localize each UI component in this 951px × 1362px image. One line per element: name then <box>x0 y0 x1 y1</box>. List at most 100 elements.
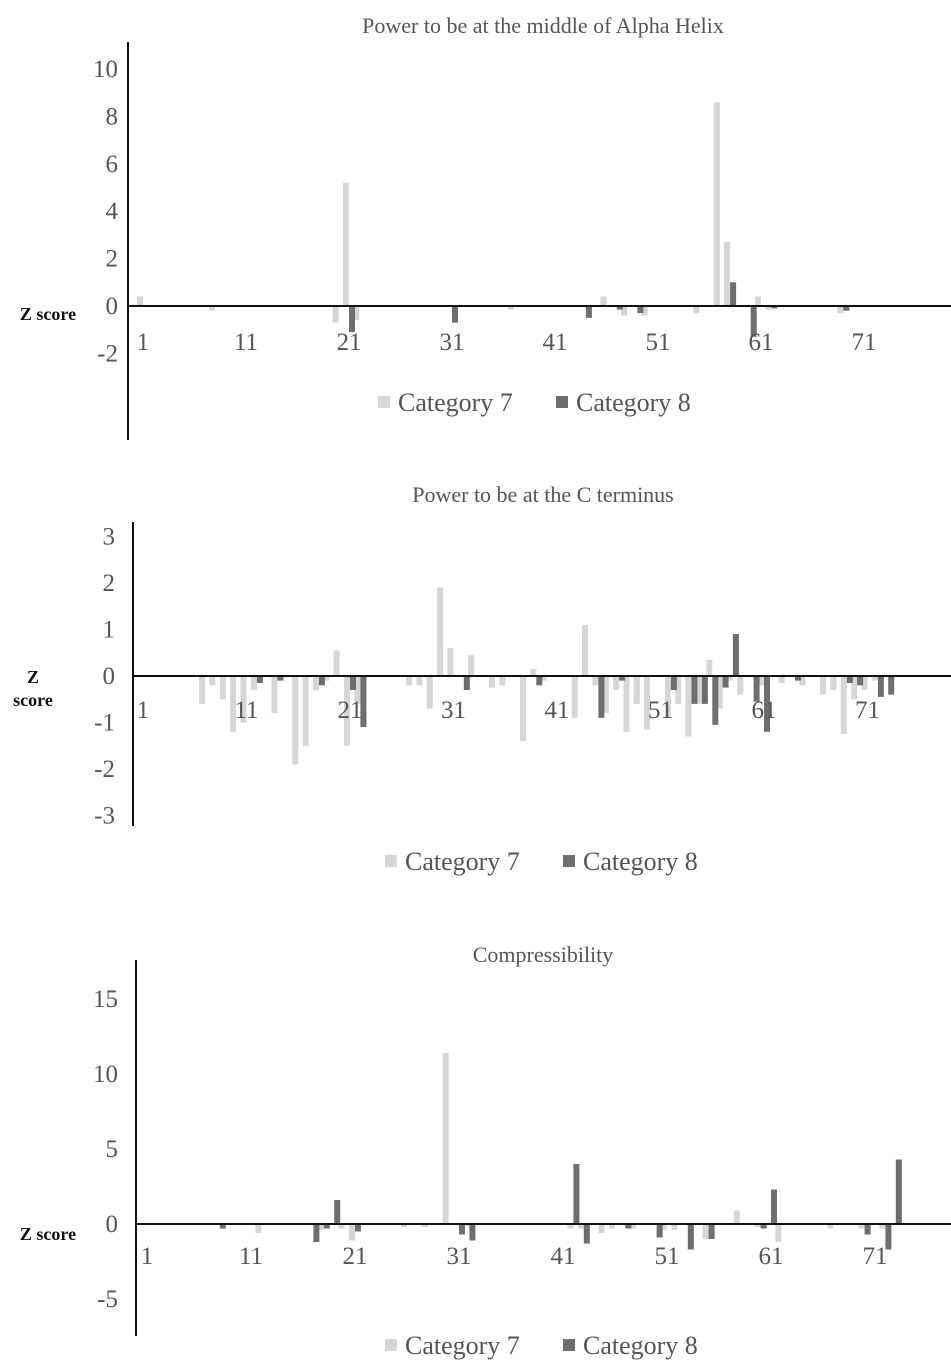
bar-category7 <box>827 1224 834 1229</box>
bar-category8 <box>619 676 626 681</box>
bar-category8 <box>764 676 770 732</box>
bar-category8 <box>730 282 737 306</box>
bar-category8 <box>656 1224 663 1238</box>
bar-category7 <box>507 306 514 310</box>
x-tick-label: 11 <box>239 1243 263 1270</box>
bar-category7 <box>577 1224 584 1229</box>
x-tick-label: 11 <box>234 697 258 724</box>
bar-category7 <box>468 655 475 676</box>
legend: Category 7 Category 8 <box>385 847 698 876</box>
y-tick-label: 4 <box>106 198 119 225</box>
bar-category7 <box>693 306 700 314</box>
x-tick-label: 41 <box>551 1243 576 1270</box>
bar-category7 <box>442 1053 449 1224</box>
bar-category7 <box>621 306 628 316</box>
bar-category8 <box>771 1189 777 1224</box>
x-tick-label: 61 <box>752 697 777 724</box>
bar-category7 <box>209 676 216 686</box>
bar-category8 <box>323 1224 330 1229</box>
bar-category8 <box>843 306 850 311</box>
bar-category8 <box>708 1224 715 1239</box>
y-tick-label: 2 <box>106 246 119 273</box>
bar-category8 <box>888 676 895 695</box>
bar-category7 <box>302 676 309 746</box>
bar-category8 <box>625 1224 632 1229</box>
bar-category7 <box>344 676 350 746</box>
y-tick-label: 3 <box>103 524 116 551</box>
bar-category7 <box>664 676 671 718</box>
bar-category8 <box>701 676 708 704</box>
chart-1: Power to be at the middle of Alpha Helix… <box>20 13 951 440</box>
y-tick-label: 10 <box>93 1061 118 1088</box>
bar-category7 <box>851 676 858 700</box>
bar-category7 <box>333 650 340 676</box>
y-tick-label: 15 <box>93 986 118 1013</box>
x-tick-label: 11 <box>234 329 258 356</box>
bar-category7 <box>837 306 844 314</box>
x-tick-label: 61 <box>759 1243 784 1270</box>
bar-category7 <box>312 676 319 690</box>
legend-label-category8: Category 8 <box>583 1331 698 1360</box>
bar-category7 <box>629 1224 636 1229</box>
bar-category7 <box>600 296 607 306</box>
y-tick-label: -1 <box>94 710 115 737</box>
bar-category7 <box>582 624 588 676</box>
x-tick-label: 61 <box>749 329 774 356</box>
bar-category7 <box>840 676 847 735</box>
x-tick-label: 41 <box>545 697 570 724</box>
bar-category8 <box>452 306 458 323</box>
legend-label-category8: Category 8 <box>583 847 698 876</box>
bar-category7 <box>406 676 413 686</box>
x-tick-label: 51 <box>655 1243 680 1270</box>
bar-category7 <box>702 1224 709 1239</box>
bar-category8 <box>355 1224 361 1232</box>
bar-category7 <box>861 676 868 690</box>
bar-category7 <box>353 306 360 321</box>
bar-category7 <box>713 102 720 306</box>
bar-category7 <box>230 676 237 732</box>
bar-category7 <box>250 676 257 690</box>
y-axis-label: score <box>13 690 53 710</box>
y-tick-label: 1 <box>103 617 116 644</box>
bar-category7 <box>830 676 837 690</box>
bar-category7 <box>240 676 247 723</box>
bar-category8 <box>598 676 605 718</box>
legend-label-category7: Category 7 <box>398 388 513 417</box>
x-tick-label: 31 <box>440 329 465 356</box>
legend-swatch-category8 <box>563 1339 575 1351</box>
bar-category7 <box>567 1224 574 1229</box>
bar-category7 <box>317 1224 324 1230</box>
bar-category7 <box>520 676 526 742</box>
bar-category7 <box>879 1224 886 1229</box>
x-tick-label: 51 <box>648 697 673 724</box>
y-axis-label: Z <box>27 667 39 687</box>
bar-category8 <box>616 306 623 310</box>
bar-category7 <box>733 1210 740 1224</box>
bar-category8 <box>536 676 543 686</box>
bar-category7 <box>799 676 806 686</box>
bar-category7 <box>426 676 433 709</box>
x-tick-label: 1 <box>137 697 150 724</box>
bar-category7 <box>255 1224 262 1233</box>
bar-category8 <box>573 1164 580 1224</box>
bar-category8 <box>895 1159 902 1224</box>
bar-category7 <box>219 676 226 700</box>
legend-swatch-category7 <box>385 855 397 867</box>
bar-category8 <box>459 1224 465 1235</box>
y-tick-label: -3 <box>94 803 115 830</box>
bar-category7 <box>706 659 713 676</box>
bar-category7 <box>332 306 339 323</box>
bar-category8 <box>750 306 757 337</box>
x-tick-label: 31 <box>447 1243 472 1270</box>
legend-swatch-category7 <box>378 396 390 408</box>
bar-category7 <box>137 296 143 306</box>
bar-category7 <box>671 1224 678 1230</box>
x-tick-label: 41 <box>543 329 568 356</box>
bar-category8 <box>753 676 760 702</box>
y-tick-label: 5 <box>106 1136 119 1163</box>
bar-category8 <box>360 676 367 728</box>
bar-category8 <box>463 676 470 690</box>
bar-category7 <box>820 676 827 695</box>
bar-category7 <box>623 676 630 732</box>
bar-category7 <box>765 306 772 310</box>
